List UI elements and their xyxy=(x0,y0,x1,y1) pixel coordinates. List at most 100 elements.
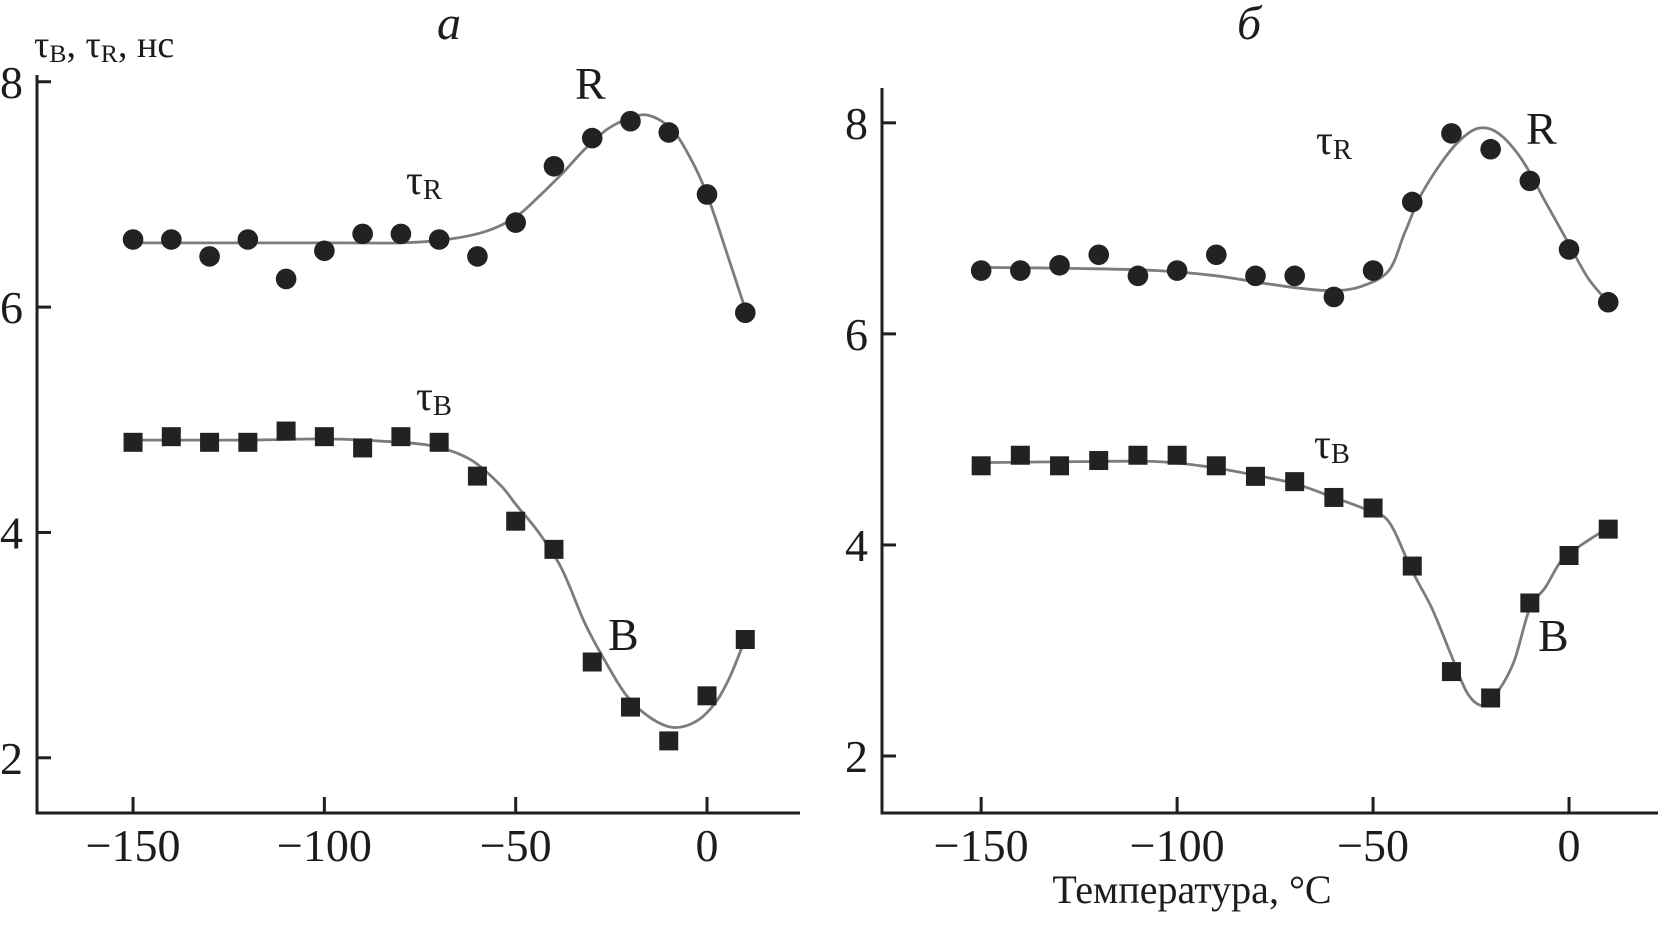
data-point-tau_B xyxy=(1285,472,1305,492)
data-point-tau_B xyxy=(161,427,181,447)
data-point-tau_R xyxy=(1166,260,1188,281)
data-point-tau_B xyxy=(314,427,334,447)
data-point-tau_R xyxy=(1088,244,1110,266)
x-tick-label: 0 xyxy=(1558,820,1581,871)
data-point-tau_B xyxy=(697,686,717,706)
data-point-tau_R xyxy=(734,302,756,324)
data-point-tau_R xyxy=(1010,260,1031,281)
data-point-tau_R xyxy=(467,246,488,267)
y-tick-label: 8 xyxy=(0,57,23,108)
data-point-tau_R xyxy=(352,223,373,245)
y-tick-label: 2 xyxy=(0,733,23,784)
data-point-tau_R xyxy=(1323,286,1345,308)
data-point-tau_B xyxy=(1520,593,1540,613)
data-point-tau_R xyxy=(122,229,144,250)
trend-curve-tau_B xyxy=(132,437,749,729)
data-point-tau_B xyxy=(1010,445,1030,465)
trend-curve-tau_B xyxy=(981,459,1611,707)
data-point-tau_B xyxy=(1128,445,1148,465)
data-point-tau_B xyxy=(1245,466,1265,486)
x-axis-label: Температура, °C xyxy=(1052,867,1332,912)
data-point-tau_B xyxy=(238,432,258,452)
data-point-tau_B xyxy=(1050,456,1070,476)
data-point-tau_B xyxy=(735,629,755,649)
data-point-tau_B xyxy=(659,731,679,751)
data-point-tau_B xyxy=(1324,487,1344,507)
data-point-tau_B xyxy=(1559,546,1579,566)
panel-a: 8 6 4 2 −150 −100 −50 0 xyxy=(0,57,800,871)
data-point-tau_R xyxy=(696,184,718,205)
x-tick-label: −150 xyxy=(934,820,1029,871)
data-point-tau_R xyxy=(658,122,680,143)
data-point-tau_B xyxy=(506,511,526,531)
data-point-tau_R xyxy=(543,155,565,177)
panel-a-title: a xyxy=(437,0,461,50)
data-point-tau_B xyxy=(544,539,564,559)
data-point-tau_B xyxy=(620,697,640,717)
data-point-tau_B xyxy=(1089,451,1109,471)
data-point-tau_R xyxy=(1049,254,1070,276)
x-tick-label: −50 xyxy=(480,820,552,871)
x-tick-label: −50 xyxy=(1337,820,1409,871)
data-point-tau_B xyxy=(391,427,411,447)
y-tick-label: 8 xyxy=(845,98,868,149)
data-point-tau_R xyxy=(161,229,182,250)
data-point-tau_R xyxy=(1362,260,1384,281)
tau-r-label-a: τR xyxy=(406,158,442,207)
x-tick-label: −100 xyxy=(277,820,372,871)
data-point-tau_B xyxy=(1441,662,1461,682)
data-point-tau_B xyxy=(200,432,220,452)
data-point-tau_R xyxy=(1401,191,1423,213)
data-point-tau_B xyxy=(276,421,296,441)
data-point-tau_R xyxy=(275,268,297,290)
panel-b: 8 6 4 2 −150 −100 −50 0 xyxy=(845,88,1658,871)
data-point-tau_R xyxy=(428,229,450,250)
x-tick-label: 0 xyxy=(696,820,719,871)
data-point-tau_R xyxy=(1127,265,1149,287)
curve-label-r-a: R xyxy=(575,58,606,109)
y-tick-label: 4 xyxy=(0,507,23,558)
tau-r-label-b: τR xyxy=(1316,118,1352,167)
y-tick-label: 4 xyxy=(845,520,868,571)
data-point-tau_R xyxy=(1519,170,1541,192)
y-axis-label: τB, τR, нс xyxy=(34,24,175,68)
data-point-tau_R xyxy=(620,110,641,132)
data-point-tau_B xyxy=(1167,445,1187,465)
data-point-tau_B xyxy=(1481,688,1501,708)
x-tick-label: −100 xyxy=(1130,820,1225,871)
data-point-tau_B xyxy=(429,432,449,452)
data-point-tau_R xyxy=(314,240,335,262)
data-point-tau_R xyxy=(1441,123,1462,144)
panel-b-title: б xyxy=(1237,0,1262,50)
data-point-tau_B xyxy=(1206,456,1226,476)
data-point-tau_R xyxy=(1480,138,1501,160)
curve-label-b-b: B xyxy=(1538,610,1569,661)
data-point-tau_R xyxy=(1206,244,1227,266)
data-point-tau_B xyxy=(1402,556,1422,576)
data-point-tau_R xyxy=(1245,265,1266,287)
data-point-tau_B xyxy=(971,456,991,476)
data-point-tau_R xyxy=(237,229,259,250)
x-tick-label: −150 xyxy=(86,820,181,871)
curve-label-b-a: B xyxy=(608,609,639,660)
data-point-tau_R xyxy=(581,127,603,149)
trend-curve-tau_R xyxy=(981,126,1612,306)
data-point-tau_R xyxy=(1558,239,1580,260)
axis-spines xyxy=(880,88,1658,815)
data-point-tau_B xyxy=(467,466,487,486)
axis-spines xyxy=(35,75,800,815)
data-point-tau_R xyxy=(390,223,412,245)
data-point-tau_B xyxy=(123,432,143,452)
curve-label-r-b: R xyxy=(1526,103,1557,154)
data-point-tau_R xyxy=(1284,265,1305,287)
data-point-tau_R xyxy=(199,246,220,267)
data-point-tau_B xyxy=(582,652,602,672)
y-tick-label: 6 xyxy=(0,282,23,333)
tau-b-label-b: τB xyxy=(1314,422,1350,471)
y-tick-label: 6 xyxy=(845,309,868,360)
y-tick-label: 2 xyxy=(845,731,868,782)
data-point-tau_B xyxy=(1363,498,1383,518)
data-point-tau_R xyxy=(970,260,992,281)
